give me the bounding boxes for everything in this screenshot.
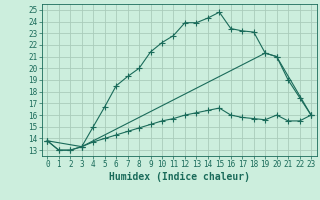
X-axis label: Humidex (Indice chaleur): Humidex (Indice chaleur) xyxy=(109,172,250,182)
